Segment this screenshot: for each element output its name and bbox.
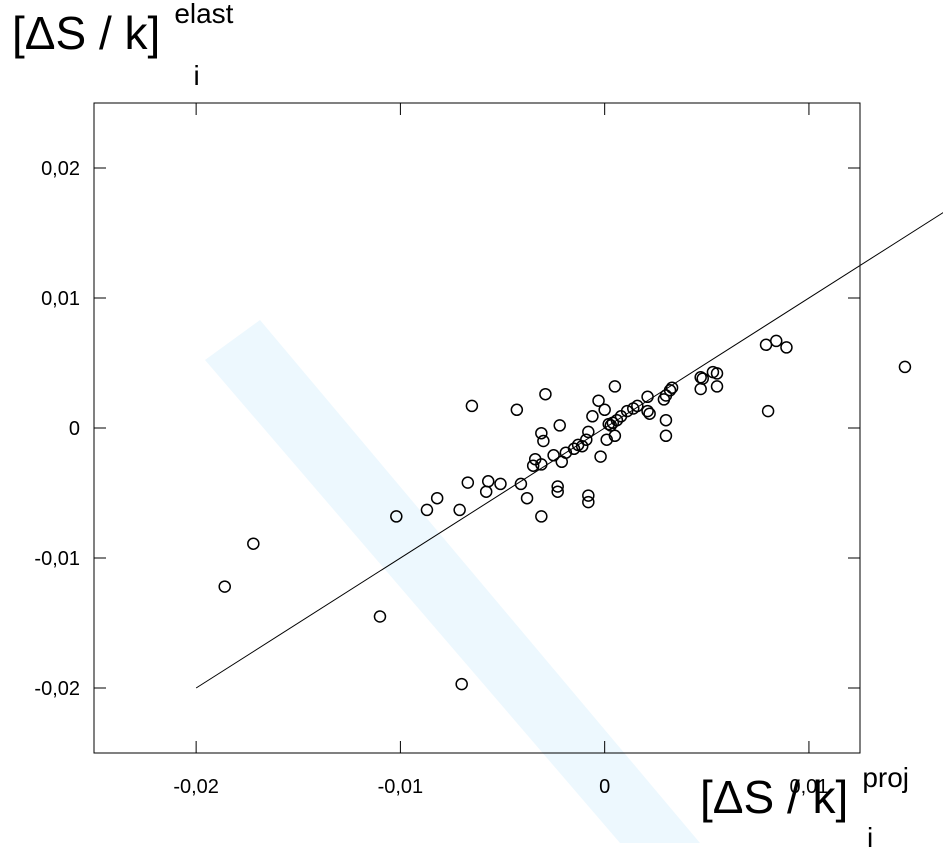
y-tick-label: 0 — [69, 418, 80, 440]
data-point — [555, 455, 569, 469]
data-point — [481, 475, 495, 488]
data-point — [665, 381, 679, 394]
data-point — [571, 438, 585, 452]
data-point — [604, 419, 618, 432]
data-point — [528, 452, 542, 466]
data-point — [659, 413, 673, 427]
watermark-band — [205, 320, 700, 843]
data-point — [390, 510, 403, 523]
data-point — [594, 450, 607, 463]
data-point — [461, 476, 475, 489]
data-point — [420, 503, 434, 517]
data-point — [218, 580, 231, 593]
data-point — [539, 387, 552, 401]
y-tick-label: 0,01 — [41, 288, 80, 310]
data-point — [551, 485, 564, 498]
data-point — [710, 367, 724, 380]
data-point — [479, 485, 493, 498]
data-point — [567, 442, 581, 456]
data-point — [602, 417, 616, 431]
data-point — [586, 410, 599, 423]
data-point — [641, 404, 654, 418]
data-point — [761, 404, 775, 418]
x-tick-label: 0 — [599, 776, 610, 798]
data-point — [526, 459, 540, 472]
data-point — [627, 402, 640, 415]
data-point — [582, 425, 595, 439]
data-point — [780, 341, 793, 354]
y-axis-label: [ΔS / k] elasti — [12, 0, 234, 91]
y-axis-label-sub: i — [193, 60, 200, 91]
data-point — [430, 491, 444, 505]
x-axis-label: [ΔS / k] proji — [700, 762, 910, 853]
data-point — [551, 480, 564, 493]
data-point — [537, 434, 550, 448]
data-point — [657, 393, 671, 406]
y-tick-label: 0,02 — [41, 158, 80, 180]
data-point — [759, 338, 773, 352]
data-point — [710, 380, 724, 393]
data-point — [535, 510, 548, 523]
data-point — [494, 477, 507, 491]
data-point — [247, 537, 260, 550]
x-tick-label: -0,02 — [173, 776, 219, 798]
data-point — [600, 433, 613, 446]
data-points — [218, 334, 912, 691]
data-point — [659, 429, 673, 443]
data-point — [453, 503, 466, 517]
data-point — [608, 380, 622, 393]
axis-ticks: -0,02 -0,01 0 0,01 -0,02 -0,01 0 0,01 0,02 — [34, 103, 860, 798]
data-point — [510, 403, 524, 417]
data-point — [694, 382, 707, 396]
data-point — [608, 429, 622, 443]
data-point — [592, 394, 605, 407]
data-point — [582, 489, 595, 502]
data-point — [373, 610, 387, 623]
data-point — [770, 334, 783, 348]
data-point — [614, 410, 628, 423]
y-tick-label: -0,02 — [34, 678, 80, 700]
data-point — [514, 477, 528, 491]
x-axis-label-sub: i — [867, 822, 874, 853]
data-point — [641, 390, 654, 404]
data-point — [520, 491, 534, 505]
y-tick-label: -0,01 — [34, 548, 80, 570]
data-point — [898, 360, 912, 374]
data-point — [553, 419, 566, 432]
y-axis-label-sup: elast — [174, 0, 234, 29]
x-tick-label: 0,01 — [789, 776, 828, 798]
data-point — [643, 407, 656, 420]
watermark — [205, 320, 700, 843]
data-point — [582, 495, 595, 509]
data-point — [465, 399, 479, 413]
data-point — [547, 449, 560, 462]
data-point — [598, 403, 611, 417]
x-tick-label: -0,01 — [378, 776, 424, 798]
data-point — [455, 677, 468, 691]
data-point — [535, 426, 548, 440]
x-axis-label-sup: proj — [862, 762, 910, 793]
